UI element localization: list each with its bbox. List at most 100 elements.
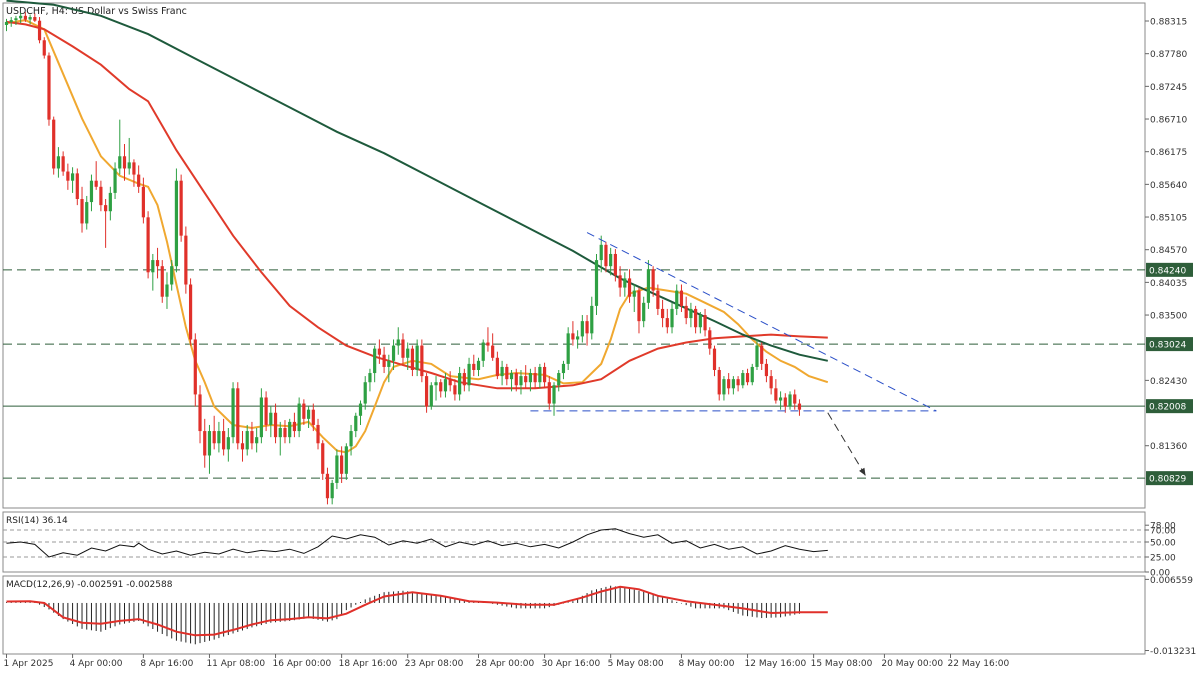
candle-body — [458, 373, 462, 395]
rsi-tick-label: 50.00 — [1150, 539, 1176, 549]
candle-body — [500, 366, 504, 377]
candle-body — [80, 199, 84, 224]
candle-body — [373, 348, 377, 374]
y-tick-label: 0.86710 — [1150, 116, 1187, 126]
candle-body — [391, 345, 396, 361]
candle-body — [368, 373, 372, 383]
candle-body — [660, 308, 665, 319]
rsi-line — [6, 528, 828, 558]
level-price-tag — [1146, 337, 1193, 352]
candle-body — [741, 373, 745, 386]
candle-body — [509, 373, 514, 380]
moving-average-line-3 — [6, 0, 829, 362]
candle-body — [590, 305, 594, 334]
candle-body — [387, 360, 391, 367]
x-tick-label: 15 May 08:00 — [811, 659, 873, 669]
candle-body — [547, 382, 551, 404]
candle-body — [566, 333, 570, 364]
y-tick-label: 0.82430 — [1150, 377, 1187, 387]
candle-body — [104, 205, 108, 212]
x-tick-label: 16 Apr 00:00 — [273, 659, 332, 669]
candle-body — [783, 397, 787, 407]
rsi-tick-label: 78.00 — [1150, 522, 1176, 532]
candle-body — [127, 162, 131, 169]
candle-body — [684, 305, 688, 319]
candle-body — [382, 354, 386, 367]
candle-body — [665, 318, 669, 328]
macd-tick-label: -0.013231 — [1150, 647, 1196, 657]
candle-body — [108, 192, 112, 212]
candle-body — [698, 315, 702, 328]
candle-body — [358, 403, 363, 416]
candle-body — [717, 369, 721, 395]
candle-body — [23, 15, 27, 20]
candle-body — [335, 455, 339, 483]
x-tick-label: 30 Apr 16:00 — [542, 659, 601, 669]
x-tick-label: 22 May 16:00 — [948, 659, 1010, 669]
candle-body — [415, 345, 419, 370]
candle-body — [255, 437, 259, 444]
candle-body — [788, 394, 792, 407]
candle-body — [89, 180, 94, 203]
candle-body — [122, 156, 127, 169]
candle-body — [160, 266, 164, 297]
candle-body — [420, 345, 424, 377]
candle-body — [146, 217, 150, 273]
candle-body — [250, 431, 254, 444]
candle-body — [75, 173, 79, 200]
candle-body — [170, 266, 174, 285]
candle-body — [552, 385, 556, 404]
candle-body — [240, 443, 245, 450]
candle-body — [273, 412, 278, 438]
candle-body — [33, 17, 37, 21]
candle-body — [637, 290, 641, 322]
candle-body — [745, 373, 750, 383]
candle-body — [760, 345, 764, 364]
candle-body — [4, 21, 9, 25]
candle-body — [406, 348, 410, 358]
candle-body — [297, 403, 301, 432]
candle-body — [141, 186, 145, 218]
rsi-tick-label: 25.00 — [1150, 554, 1176, 564]
candle-body — [236, 388, 240, 444]
candle-body — [793, 394, 797, 404]
candle-body — [538, 366, 542, 383]
candle-body — [179, 180, 183, 236]
candle-body — [113, 168, 117, 193]
candle-body — [609, 253, 613, 267]
candle-body — [19, 15, 23, 19]
candle-body — [731, 379, 735, 389]
candle-body — [56, 156, 61, 169]
arrow-head — [859, 467, 866, 476]
candle-body — [193, 339, 197, 395]
candle-body — [316, 424, 320, 444]
x-tick-label: 8 May 00:00 — [678, 659, 734, 669]
x-tick-label: 11 Apr 08:00 — [206, 659, 265, 669]
candle-body — [184, 235, 188, 285]
candle-body — [524, 376, 528, 383]
candle-body — [585, 321, 589, 334]
candle-body — [377, 348, 381, 355]
candle-body — [736, 379, 740, 386]
y-tick-label: 0.86175 — [1150, 148, 1187, 158]
candle-body — [292, 421, 297, 432]
candle-body — [396, 339, 400, 346]
candle-body — [70, 173, 75, 181]
candle-body — [118, 156, 122, 169]
candle-body — [712, 348, 717, 370]
rsi-label: RSI(14) 36.14 — [6, 516, 68, 526]
level-price-label: 0.80829 — [1149, 475, 1186, 485]
y-tick-label: 0.87245 — [1150, 83, 1187, 93]
candle-body — [340, 455, 344, 474]
candle-body — [675, 290, 679, 309]
candle-body — [561, 363, 566, 374]
candle-body — [302, 403, 306, 419]
candle-body — [557, 373, 561, 386]
candle-body — [708, 330, 712, 349]
level-price-label: 0.83024 — [1149, 341, 1186, 351]
candle-body — [344, 446, 348, 474]
level-price-label: 0.82008 — [1149, 403, 1186, 413]
candle-body — [467, 363, 471, 386]
